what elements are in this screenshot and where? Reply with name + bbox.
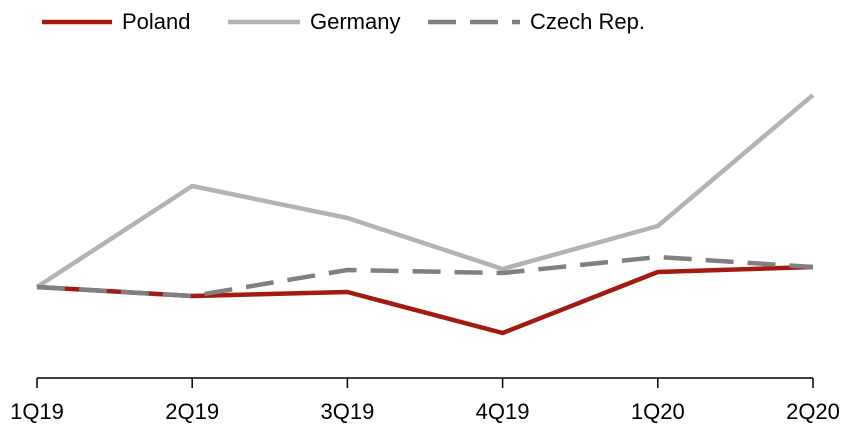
x-tick-label: 2Q20 <box>786 399 840 424</box>
x-tick-label: 1Q20 <box>631 399 685 424</box>
series-line <box>36 254 814 299</box>
x-tick-label: 4Q19 <box>476 399 530 424</box>
x-tick-label: 1Q19 <box>10 399 64 424</box>
legend-label: Germany <box>310 9 400 34</box>
legend-label: Czech Rep. <box>530 9 645 34</box>
x-tick-label: 3Q19 <box>320 399 374 424</box>
x-tick-label: 2Q19 <box>165 399 219 424</box>
series-line <box>36 264 814 336</box>
series-line <box>35 93 815 289</box>
legend-label: Poland <box>122 9 191 34</box>
